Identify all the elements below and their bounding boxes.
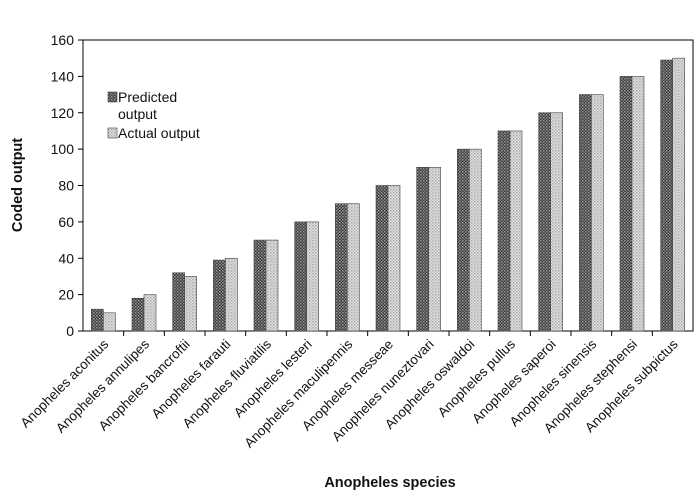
bar-predicted <box>619 76 633 332</box>
y-axis-title: Coded output <box>10 138 26 232</box>
bar-predicted <box>213 259 226 332</box>
bar-predicted <box>375 185 389 332</box>
bar-predicted <box>660 59 673 332</box>
bar-actual <box>184 276 197 332</box>
bar-predicted <box>416 167 429 332</box>
bar-actual <box>306 221 319 332</box>
legend-label-actual: Actual output <box>118 125 200 141</box>
bar-actual <box>469 148 482 332</box>
y-axis: 0 20 40 60 80 100 120 140 160 <box>51 32 83 339</box>
y-tick-label: 100 <box>51 141 75 157</box>
y-tick-label: 160 <box>51 32 75 48</box>
bar-actual <box>143 294 157 332</box>
bar-actual <box>225 257 238 332</box>
bar-actual <box>591 94 604 332</box>
bar-actual <box>347 203 360 332</box>
legend-swatch-predicted <box>107 91 118 103</box>
bar-predicted <box>497 130 511 332</box>
x-axis-title: Anopheles species <box>324 475 455 490</box>
bar-actual <box>631 76 645 332</box>
legend: Predicted output Actual output <box>107 89 200 141</box>
y-tick-label: 60 <box>58 214 74 230</box>
bar-actual <box>509 130 523 332</box>
legend-label-predicted: Predicted output <box>118 89 177 122</box>
bars <box>91 57 685 332</box>
legend-swatch-actual <box>107 127 118 139</box>
bar-predicted <box>294 221 307 332</box>
y-tick-label: 20 <box>58 287 74 303</box>
bar-predicted <box>253 239 267 332</box>
y-tick-label: 40 <box>58 250 74 266</box>
bar-actual <box>428 167 441 332</box>
bar-predicted <box>131 297 145 332</box>
y-tick-label: 140 <box>51 68 75 84</box>
y-tick-label: 120 <box>51 105 75 121</box>
bar-actual <box>672 57 685 332</box>
bar-actual <box>387 185 401 332</box>
bar-actual <box>103 312 116 332</box>
bar-predicted <box>335 203 348 332</box>
bar-actual <box>550 112 563 332</box>
bar-predicted <box>579 94 592 332</box>
bar-predicted <box>457 148 470 332</box>
y-tick-label: 80 <box>58 178 74 194</box>
y-tick-label: 0 <box>66 323 74 339</box>
bar-predicted <box>172 272 185 332</box>
bar-predicted <box>538 112 551 332</box>
bar-predicted <box>91 308 104 332</box>
bar-actual <box>265 239 279 332</box>
